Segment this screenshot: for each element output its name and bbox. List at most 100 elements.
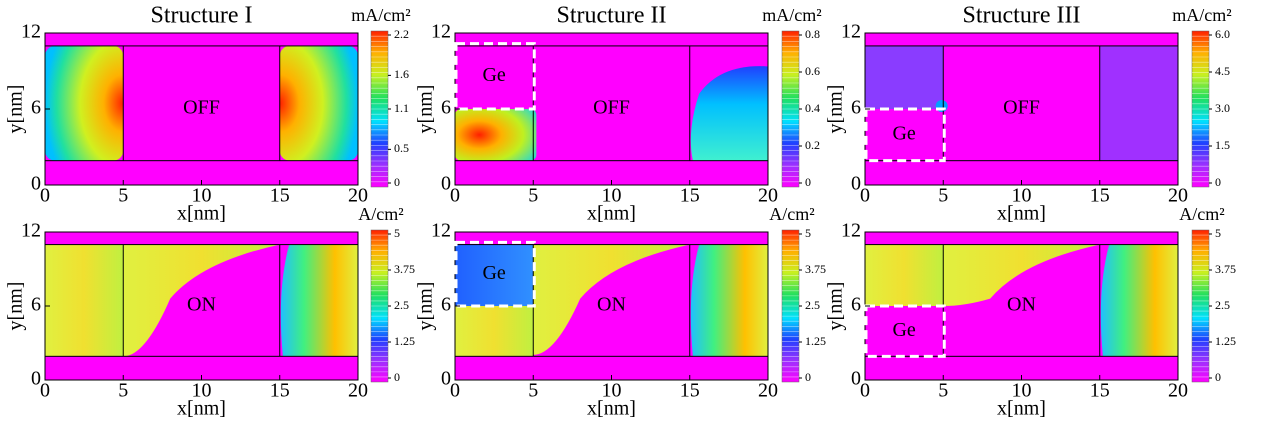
- colorbar-tick-label: 0: [394, 175, 400, 189]
- colorbar-tick-label: 5: [1215, 226, 1221, 240]
- colorbar-tick-label: 4.5: [1215, 64, 1230, 78]
- x-tick-label: 5: [528, 185, 538, 207]
- colorbar-tick-label: 1.1: [394, 101, 409, 115]
- x-tick-label: 5: [938, 185, 948, 207]
- x-tick-label: 10: [1012, 380, 1032, 402]
- colorbar-tick-label: 2.2: [394, 27, 409, 41]
- drain-current: [280, 244, 358, 357]
- x-tick-label: 20: [348, 185, 368, 207]
- colorbar-tick-label: 1.5: [1215, 138, 1230, 152]
- y-axis-label: y[nm]: [415, 85, 437, 134]
- x-tick-label: 15: [270, 185, 290, 207]
- y-axis-label: y[nm]: [825, 85, 847, 134]
- source-current: [865, 45, 944, 109]
- state-label: OFF: [183, 97, 220, 119]
- y-tick-label: 12: [841, 220, 861, 242]
- ge-box: [454, 42, 536, 111]
- x-axis-label: x[nm]: [587, 398, 636, 420]
- x-tick-label: 0: [450, 185, 460, 207]
- colorbar-tick-label: 2.5: [394, 298, 409, 312]
- x-tick-label: 5: [118, 185, 128, 207]
- ge-label: Ge: [892, 319, 915, 341]
- panel-title: Structure II: [557, 3, 667, 29]
- colorbar-tick-label: 2.5: [1215, 298, 1230, 312]
- drain-current: [690, 66, 768, 161]
- ge-box: [864, 107, 946, 163]
- drain-current: [690, 244, 768, 357]
- y-tick-label: 0: [31, 368, 41, 390]
- x-tick-label: 0: [860, 185, 870, 207]
- drain-current: [1099, 45, 1178, 161]
- x-tick-label: 0: [860, 380, 870, 402]
- panel: Ge ON 0 5 10 15 20 0 6 12 x[nm] y[nm] 0 1.25 2.5 3.75 5 A…: [825, 204, 1236, 419]
- x-tick-label: 20: [758, 185, 778, 207]
- y-tick-label: 0: [851, 368, 861, 390]
- panel-title: Structure I: [151, 3, 253, 29]
- colorbar-tick-label: 0.4: [805, 101, 820, 115]
- colorbar-tick-label: 0: [805, 175, 811, 189]
- x-tick-label: 10: [192, 185, 212, 207]
- colorbar-tick-label: 0: [394, 370, 400, 384]
- y-tick-label: 6: [31, 97, 41, 119]
- source-current: [45, 244, 124, 357]
- y-tick-label: 0: [851, 173, 861, 195]
- x-tick-label: 15: [1090, 185, 1110, 207]
- x-tick-label: 15: [680, 380, 700, 402]
- colorbar-tick-label: 0.6: [805, 64, 820, 78]
- ge-current: [455, 244, 534, 306]
- x-axis-label: x[nm]: [587, 203, 636, 225]
- x-tick-label: 20: [758, 380, 778, 402]
- x-axis-label: x[nm]: [997, 203, 1046, 225]
- x-tick-label: 0: [450, 380, 460, 402]
- x-tick-label: 15: [270, 380, 290, 402]
- x-tick-label: 10: [192, 380, 212, 402]
- colorbar-tick-label: 5: [805, 226, 811, 240]
- panel: ON 0 5 10 15 20 0 6 12 x[nm] y[nm] 0 1.25 2.5 3.75 5 A/c…: [5, 204, 415, 419]
- y-axis-label: y[nm]: [5, 85, 27, 134]
- colorbar-tick-label: 0.5: [394, 141, 409, 155]
- ge-label: Ge: [482, 64, 505, 86]
- x-tick-label: 5: [938, 380, 948, 402]
- colorbar-tick-label: 3.75: [394, 262, 415, 276]
- x-tick-label: 20: [348, 380, 368, 402]
- colorbar-tick-label: 0: [1215, 175, 1221, 189]
- colorbar-unit: A/cm²: [1179, 204, 1224, 224]
- colorbar-tick-label: 0.8: [805, 27, 820, 41]
- panel-title: Structure III: [963, 3, 1081, 29]
- colorbar-tick-label: 1.25: [805, 334, 826, 348]
- drain-current: [1100, 244, 1178, 357]
- x-tick-label: 20: [1168, 185, 1188, 207]
- colorbar-tick-label: 1.25: [394, 334, 415, 348]
- x-tick-label: 0: [40, 380, 50, 402]
- y-tick-label: 12: [21, 21, 41, 43]
- colorbar-tick-label: 5: [394, 226, 400, 240]
- colorbar-tick-label: 2.5: [805, 298, 820, 312]
- colorbar-tick-label: 1.25: [1215, 334, 1236, 348]
- ge-box: [864, 304, 946, 358]
- y-tick-label: 6: [851, 97, 861, 119]
- colorbar-unit: mA/cm²: [762, 5, 821, 25]
- ge-label: Ge: [892, 122, 915, 144]
- source-current: [865, 244, 944, 306]
- source-current: [45, 45, 124, 161]
- y-axis-label: y[nm]: [5, 282, 27, 331]
- source-current: [455, 109, 537, 161]
- x-tick-label: 15: [680, 185, 700, 207]
- y-tick-label: 12: [21, 220, 41, 242]
- x-tick-label: 5: [118, 380, 128, 402]
- panel: Ge ON 0 5 10 15 20 0 6 12 x[nm] y[nm] 0 1.25 2.5 3.75 5 A…: [415, 204, 826, 419]
- state-label: ON: [1007, 294, 1036, 316]
- state-label: OFF: [593, 97, 630, 119]
- x-axis-label: x[nm]: [177, 398, 226, 420]
- colorbar-tick-label: 6.0: [1215, 27, 1230, 41]
- x-tick-label: 15: [1090, 380, 1110, 402]
- x-tick-label: 0: [40, 185, 50, 207]
- y-tick-label: 0: [441, 173, 451, 195]
- panel: Ge OFF 0 5 10 15 20 0 6 12 x[nm] y[nm] Structure II 0…: [415, 3, 822, 225]
- x-axis-label: x[nm]: [997, 398, 1046, 420]
- x-tick-label: 20: [1168, 380, 1188, 402]
- y-axis-label: y[nm]: [415, 282, 437, 331]
- y-tick-label: 12: [431, 220, 451, 242]
- colorbar-tick-label: 1.6: [394, 67, 409, 81]
